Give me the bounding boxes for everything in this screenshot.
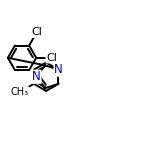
Text: N: N: [32, 70, 41, 83]
Text: Cl: Cl: [31, 27, 42, 37]
Text: Cl: Cl: [46, 53, 57, 63]
Text: N: N: [54, 63, 63, 76]
Text: CH₃: CH₃: [11, 87, 29, 97]
